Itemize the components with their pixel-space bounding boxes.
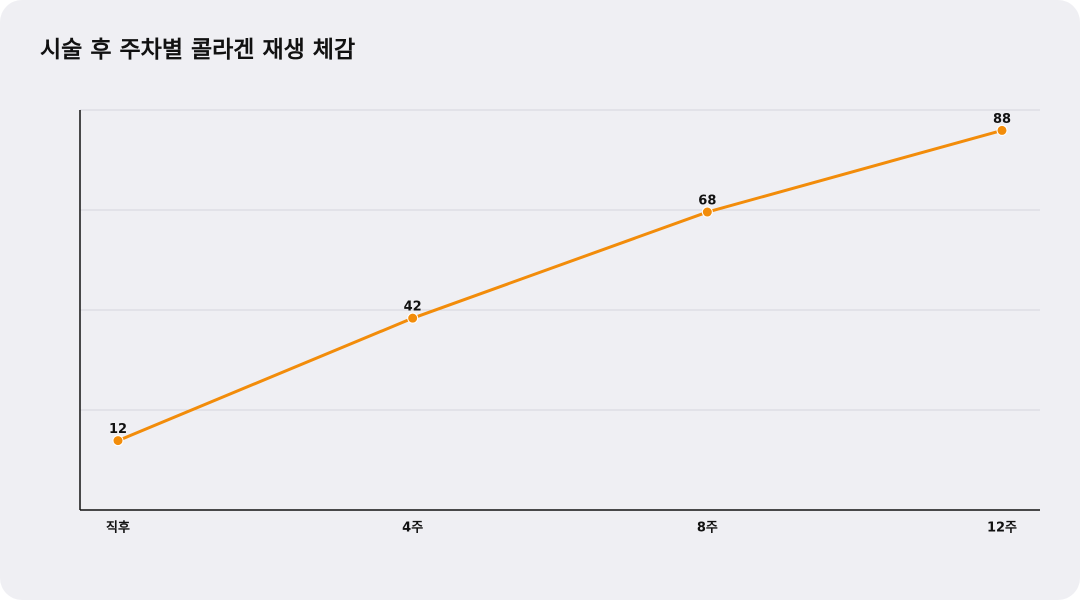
x-tick-label: 8주 — [697, 521, 718, 536]
x-tick-label: 직후 — [106, 520, 130, 536]
x-tick-label: 4주 — [402, 521, 423, 536]
value-label: 68 — [698, 194, 716, 209]
point — [112, 435, 124, 447]
x-tick-label: 12주 — [987, 521, 1017, 536]
point — [701, 206, 713, 218]
value-label: 88 — [993, 112, 1011, 127]
line — [117, 128, 1003, 442]
chart-title: 시술 후 주차별 콜라겐 재생 체감 — [40, 37, 356, 63]
value-label: 42 — [404, 300, 422, 315]
value-label: 12 — [109, 422, 127, 437]
point — [996, 124, 1008, 136]
point — [407, 312, 419, 324]
